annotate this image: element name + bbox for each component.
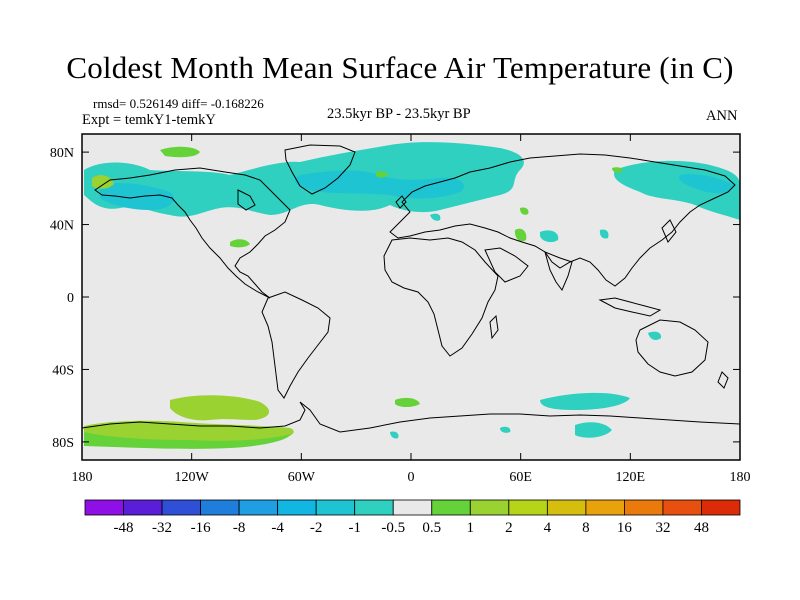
map-panel: 180 120W 60W 0 60E 120E 180 80N 40N 0 40S 80S (50, 133, 751, 485)
colorbar-swatch (123, 499, 163, 516)
anomaly-antarctic-light-green (84, 432, 291, 449)
colorbar-swatch (315, 499, 356, 516)
lat-tick-label: 40S (52, 363, 74, 378)
anomaly-north-darker (100, 170, 735, 210)
period-label: 23.5kyr BP - 23.5kyr BP (327, 106, 471, 122)
coast-nz (717, 371, 729, 389)
colorbar-swatch (508, 499, 548, 516)
colorbar-swatch (662, 499, 702, 516)
coast-hudson (237, 189, 256, 211)
lon-tick-label: 60W (288, 470, 316, 485)
colorbar-label: -2 (310, 520, 323, 536)
lat-tick-label: 80N (50, 146, 74, 161)
colorbar-swatch (200, 499, 240, 516)
colorbar-swatch (161, 499, 201, 516)
colorbar-swatch (84, 499, 124, 516)
anomaly-south-atlantic-green (395, 397, 420, 407)
colorbar-label: 8 (582, 520, 590, 536)
coast-north-america (94, 167, 291, 299)
colorbar-label: 48 (694, 520, 709, 536)
colorbar-label: -32 (152, 520, 172, 536)
anomaly-siberia (614, 160, 740, 220)
lon-tick-label: 180 (730, 470, 751, 485)
colorbar-swatch (354, 499, 394, 516)
coast-africa (383, 237, 499, 357)
coastlines (81, 144, 741, 433)
colorbar-swatch (469, 499, 510, 516)
colorbar-swatch (431, 499, 471, 516)
coast-australia (635, 319, 709, 377)
coast-eurasia (389, 153, 736, 287)
coast-madagascar (489, 314, 499, 340)
colorbar-swatch (277, 499, 317, 516)
rmsd-diff-label: rmsd= 0.526149 diff= -0.168226 (93, 96, 264, 111)
coast-arabia (484, 247, 529, 283)
lon-tick-label: 0 (408, 470, 415, 485)
experiment-label: Expt = temkY1-temkY (82, 112, 216, 128)
map-title: Coldest Month Mean Surface Air Temperatu… (66, 50, 734, 85)
colorbar-swatch (546, 499, 587, 516)
lon-axis: 180 120W 60W 0 60E 120E 180 (72, 134, 751, 485)
coast-antarctica (81, 401, 741, 433)
colorbar-label: -0.5 (381, 520, 405, 536)
lat-tick-label: 40N (50, 219, 74, 234)
coast-south-america (261, 291, 331, 399)
colorbar-label: -4 (271, 520, 284, 536)
colorbar-label: 0.5 (422, 520, 441, 536)
colorbar-label: 4 (544, 520, 552, 536)
coast-japan (661, 219, 677, 243)
colorbar-swatch (624, 499, 664, 516)
anomaly-greenland-green (160, 146, 200, 158)
colorbar-swatch (392, 499, 433, 516)
colorbar-label: -48 (114, 520, 134, 536)
coast-greenland (284, 144, 356, 195)
colorbar-swatch (585, 499, 625, 516)
colorbar-label: 2 (505, 520, 513, 536)
lat-tick-label: 80S (52, 436, 74, 451)
lon-tick-label: 120W (175, 470, 210, 485)
anomaly-south-pacific-green (170, 395, 270, 421)
lon-tick-label: 120E (616, 470, 646, 485)
colorbar-label: -16 (191, 520, 211, 536)
anomaly-america-green (230, 239, 250, 248)
colorbar-label: -1 (348, 520, 361, 536)
lat-tick-label: 0 (67, 291, 74, 306)
colorbar: -48 -32 -16 -8 -4 -2 -1 -0.5 0.5 1 2 4 8 16 32 48 (84, 499, 741, 536)
colorbar-label: 1 (467, 520, 475, 536)
lat-axis: 80N 40N 0 40S 80S (50, 146, 740, 451)
colorbar-label: -8 (233, 520, 246, 536)
season-label: ANN (706, 108, 738, 124)
lon-tick-label: 60E (509, 470, 532, 485)
colorbar-label: 32 (655, 520, 670, 536)
anomaly-australia-cyan (648, 331, 662, 341)
coast-indonesia (598, 297, 662, 317)
anomaly-alaska-green (92, 175, 114, 189)
colorbar-swatch (238, 499, 279, 516)
anomaly-southern-ocean-cyan (390, 392, 630, 439)
anomaly-asia-green (514, 207, 529, 242)
coast-india (544, 251, 573, 291)
lon-tick-label: 180 (72, 470, 93, 485)
anomaly-shading (84, 142, 740, 449)
coast-uk (395, 195, 407, 209)
colorbar-label: 16 (617, 520, 633, 536)
colorbar-swatch (701, 499, 741, 516)
